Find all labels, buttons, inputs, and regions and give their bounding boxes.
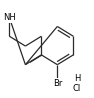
Text: NH: NH: [3, 13, 16, 22]
Text: H: H: [74, 74, 80, 83]
Text: Br: Br: [53, 79, 62, 88]
Text: Cl: Cl: [73, 84, 81, 93]
